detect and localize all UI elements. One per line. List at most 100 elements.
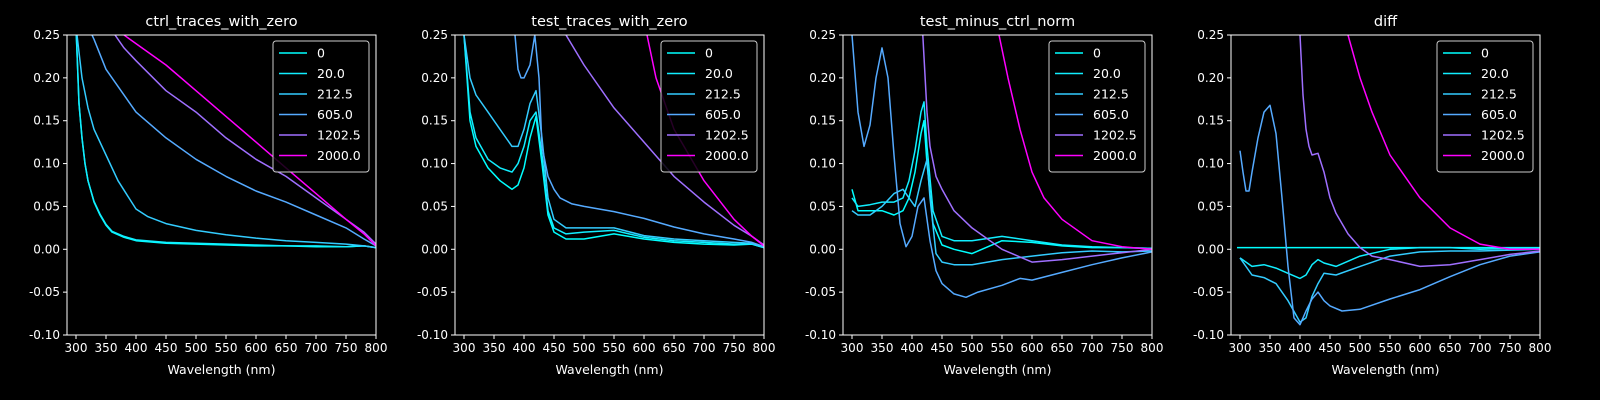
y-tick-label: 0.10 — [809, 157, 836, 171]
x-tick-label: 500 — [573, 341, 596, 355]
x-tick-label: 700 — [1469, 341, 1492, 355]
axes-frame — [66, 34, 377, 336]
x-tick-label: 350 — [95, 341, 118, 355]
x-tick-label: 800 — [365, 341, 388, 355]
y-tick-label: -0.10 — [805, 328, 836, 342]
y-tick-label: 0.20 — [809, 71, 836, 85]
series-line-2000.0 — [123, 35, 376, 247]
x-tick-label: 600 — [1409, 341, 1432, 355]
axes-frame — [842, 34, 1153, 336]
y-tick-label: 0.20 — [1197, 71, 1224, 85]
series-group — [1237, 35, 1540, 326]
x-axis-label: Wavelength (nm) — [1332, 362, 1440, 377]
legend-label-1202.5: 1202.5 — [317, 128, 361, 143]
legend-label-20.0: 20.0 — [705, 66, 733, 81]
x-tick-label: 700 — [305, 341, 328, 355]
y-tick-label: -0.05 — [417, 285, 448, 299]
x-tick-label: 400 — [901, 341, 924, 355]
legend-label-2000.0: 2000.0 — [1481, 148, 1525, 163]
y-tick-label: -0.10 — [1193, 328, 1224, 342]
axes-frame — [1230, 34, 1541, 336]
x-axis-label: Wavelength (nm) — [944, 362, 1052, 377]
series-line-1202.5 — [565, 35, 764, 246]
y-tick-label: 0.20 — [33, 71, 60, 85]
chart-title: diff — [1374, 14, 1398, 30]
x-tick-label: 800 — [1141, 341, 1164, 355]
legend-label-0: 0 — [1481, 46, 1489, 61]
legend-label-0: 0 — [317, 46, 325, 61]
y-tick-label: 0.00 — [421, 242, 448, 256]
legend-label-2000.0: 2000.0 — [705, 148, 749, 163]
legend: 0 20.0 212.5 605.0 1202.5 2000.0 — [272, 40, 370, 173]
legend-label-605.0: 605.0 — [705, 107, 741, 122]
series-line-20.0 — [463, 35, 764, 249]
chart-title: test_traces_with_zero — [531, 14, 688, 30]
axes-frame — [454, 34, 765, 336]
legend-label-2000.0: 2000.0 — [317, 148, 361, 163]
y-tick-label: 0.25 — [421, 28, 448, 42]
x-tick-label: 500 — [185, 341, 208, 355]
x-tick-label: 650 — [1439, 341, 1462, 355]
y-tick-label: 0.15 — [809, 114, 836, 128]
legend-label-605.0: 605.0 — [1093, 107, 1129, 122]
legend: 0 20.0 212.5 605.0 1202.5 2000.0 — [1048, 40, 1146, 173]
series-group — [851, 35, 1152, 299]
y-tick-label: 0.15 — [421, 114, 448, 128]
y-tick-label: 0.05 — [809, 199, 836, 213]
y-tick-label: 0.00 — [809, 242, 836, 256]
series-line-605.0 — [514, 35, 764, 248]
chart-panel-1: 300 350 400 450 500 550 600 650 700 750 800 -0.10 -0… — [417, 14, 776, 377]
series-line-212.5 — [851, 158, 1152, 266]
x-tick-label: 450 — [1319, 341, 1342, 355]
series-line-212.5 — [76, 35, 376, 249]
y-tick-label: -0.05 — [29, 285, 60, 299]
series-line-2000.0 — [998, 35, 1152, 251]
y-tick-label: 0.10 — [33, 157, 60, 171]
x-tick-label: 550 — [1379, 341, 1402, 355]
x-tick-label: 400 — [1289, 341, 1312, 355]
y-tick-label: 0.15 — [33, 114, 60, 128]
x-tick-label: 750 — [1499, 341, 1522, 355]
x-tick-label: 650 — [1051, 341, 1074, 355]
x-tick-label: 500 — [961, 341, 984, 355]
series-line-605.0 — [91, 35, 376, 247]
legend-label-0: 0 — [705, 46, 713, 61]
legend-label-212.5: 212.5 — [1093, 87, 1129, 102]
x-axis-label: Wavelength (nm) — [168, 362, 276, 377]
x-tick-label: 550 — [603, 341, 626, 355]
legend-label-2000.0: 2000.0 — [1093, 148, 1137, 163]
x-tick-label: 300 — [1229, 341, 1252, 355]
x-tick-label: 600 — [245, 341, 268, 355]
series-group — [75, 35, 376, 249]
y-tick-label: 0.05 — [421, 199, 448, 213]
y-tick-label: -0.05 — [1193, 285, 1224, 299]
legend-label-1202.5: 1202.5 — [1481, 128, 1525, 143]
legend-label-212.5: 212.5 — [705, 87, 741, 102]
y-tick-label: -0.05 — [805, 285, 836, 299]
x-tick-label: 450 — [155, 341, 178, 355]
x-tick-label: 300 — [453, 341, 476, 355]
x-tick-label: 800 — [1529, 341, 1552, 355]
x-tick-label: 350 — [483, 341, 506, 355]
chart-panel-3: 300 350 400 450 500 550 600 650 700 750 800 -0.10 -0… — [1193, 14, 1552, 377]
legend-label-20.0: 20.0 — [1481, 66, 1509, 81]
series-group — [463, 35, 764, 249]
y-tick-label: -0.10 — [29, 328, 60, 342]
series-line-20.0 — [1239, 246, 1540, 280]
y-tick-label: 0.05 — [33, 199, 60, 213]
y-tick-label: 0.00 — [33, 242, 60, 256]
x-tick-label: 750 — [723, 341, 746, 355]
legend-label-1202.5: 1202.5 — [705, 128, 749, 143]
x-tick-label: 450 — [543, 341, 566, 355]
y-tick-label: 0.10 — [1197, 157, 1224, 171]
x-tick-label: 600 — [1021, 341, 1044, 355]
y-tick-label: -0.10 — [417, 328, 448, 342]
series-line-20.0 — [75, 35, 376, 249]
x-tick-label: 350 — [1259, 341, 1282, 355]
legend-label-0: 0 — [1093, 46, 1101, 61]
x-tick-label: 550 — [991, 341, 1014, 355]
x-tick-label: 800 — [753, 341, 776, 355]
x-tick-label: 550 — [215, 341, 238, 355]
chart-panel-0: 300 350 400 450 500 550 600 650 700 750 800 -0.10 -0… — [29, 14, 388, 377]
